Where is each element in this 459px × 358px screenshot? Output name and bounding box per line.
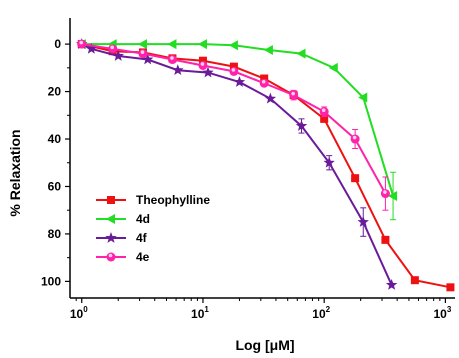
data-point-square [410,276,419,285]
data-point-triangle [263,45,273,56]
circle-highlight [200,62,205,66]
y-tick-label: 0 [54,37,61,51]
legend-label: 4d [136,212,150,226]
circle-highlight [79,40,84,45]
legend-item-4d: 4d [96,212,150,226]
data-point-circle [77,39,87,49]
data-point-circle [259,78,269,88]
data-point-square [229,62,238,71]
data-point-triangle [137,39,147,50]
y-tick-label: 100 [41,274,61,288]
circle-highlight [321,108,326,113]
data-point-triangle [296,48,306,59]
circle-highlight [110,45,114,50]
series-4e [77,39,390,211]
data-point-circle [229,66,239,76]
data-point-circle [350,134,360,144]
legend-item-theophylline: Theophylline [96,193,210,207]
circle-highlight [291,91,295,96]
data-point-star [172,64,184,76]
data-point-square [351,174,360,183]
circle-highlight [352,135,357,140]
data-point-square [107,196,115,204]
data-point-triangle [106,214,115,224]
data-point-circle [106,252,116,262]
data-point-square [446,283,455,292]
y-axis-title: % Relaxation [7,129,23,216]
x-tick-label: 102 [312,305,330,321]
x-axis-title: Log [μM] [235,337,294,353]
data-point-star [357,216,369,227]
data-point-star [264,92,277,104]
series-4f [76,38,398,290]
legend-label: 4e [136,250,150,264]
data-point-square [260,74,269,83]
data-point-square [381,235,390,244]
data-point-star [323,156,335,168]
data-point-star [233,76,246,87]
data-point-circle [198,60,208,70]
data-point-square [198,56,207,65]
x-tick-label: 100 [70,305,88,321]
legend: Theophylline 4d 4f 4e [96,193,210,264]
data-point-star [202,66,214,78]
circle-highlight [231,68,236,72]
data-point-star [105,232,117,243]
y-tick-label: 80 [48,227,62,241]
data-point-star [385,278,398,290]
legend-label: Theophylline [136,193,210,207]
circle-highlight [261,79,266,84]
data-point-circle [319,107,329,117]
data-point-square [320,114,329,123]
x-tick-labels: 100 101 102 103 [70,305,452,321]
x-tick-label: 103 [433,305,451,321]
data-point-star [141,53,154,65]
series-layer [76,38,455,292]
data-point-star [85,42,98,54]
y-tick-label: 20 [48,85,62,99]
data-point-circle [108,44,118,54]
data-point-triangle [328,62,338,73]
data-point-circle [138,49,148,59]
legend-item-4f: 4f [96,231,148,245]
data-point-circle [380,189,390,199]
data-point-star [295,119,308,131]
axes [65,18,455,303]
data-point-triangle [167,39,177,50]
legend-item-4e: 4e [96,250,150,264]
y-tick-labels: 0 20 40 60 80 100 [41,37,61,288]
data-point-circle [289,90,299,100]
circle-highlight [140,50,145,54]
circle-highlight [383,190,387,194]
data-point-triangle [388,190,398,201]
series-theophylline [77,40,455,292]
data-point-triangle [358,92,368,103]
data-point-triangle [228,40,238,51]
y-tick-label: 40 [48,132,62,146]
x-tick-label: 101 [191,305,209,321]
data-point-triangle [197,39,207,50]
circle-highlight [170,56,174,60]
data-point-circle [167,55,177,65]
data-point-star [112,49,124,61]
circle-highlight [108,253,113,258]
y-tick-label: 60 [48,179,62,193]
legend-label: 4f [136,231,148,245]
